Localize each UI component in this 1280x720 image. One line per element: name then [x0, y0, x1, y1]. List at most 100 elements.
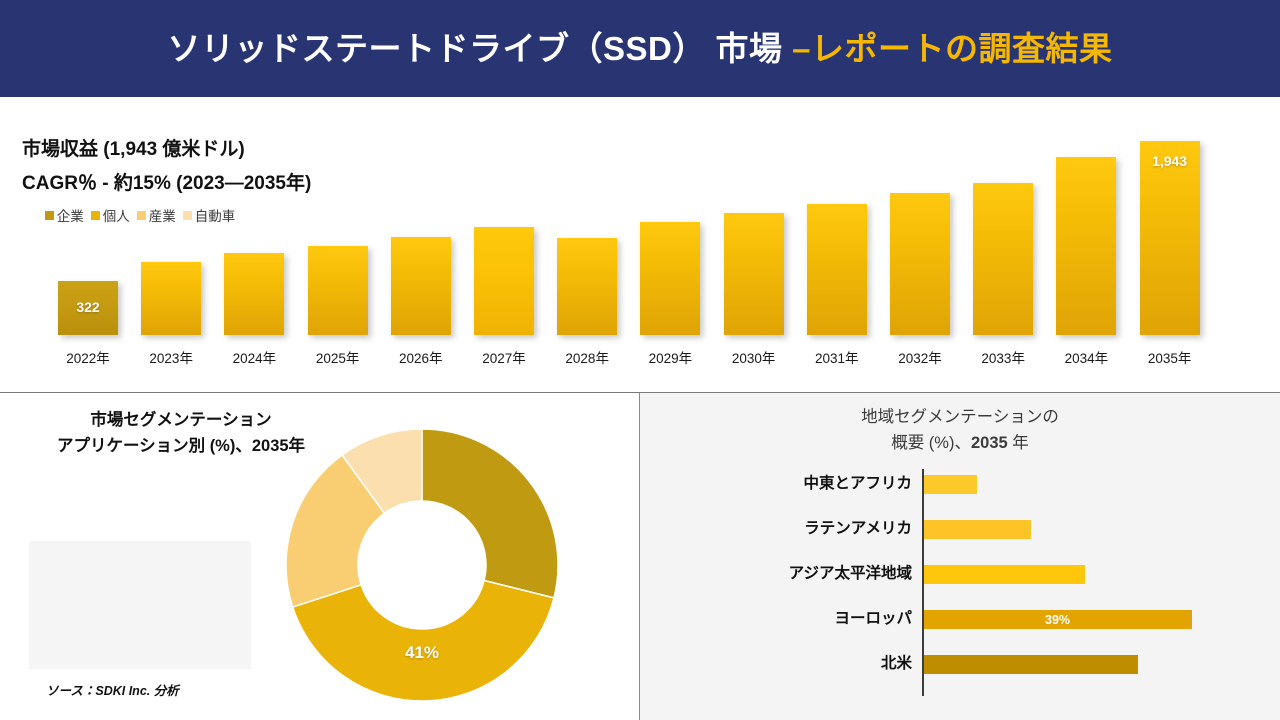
revenue-bar-axis-label: 2035年 — [1147, 351, 1192, 366]
region-bar-row: 中東とアフリカ — [640, 473, 1280, 518]
revenue-bar-axis-label: 2034年 — [1064, 351, 1109, 366]
legend-swatch-icon — [182, 210, 192, 220]
revenue-bar-column: 2032年 — [890, 193, 950, 366]
region-title-part-a: 概要 (%)、 — [891, 434, 971, 452]
revenue-bar-axis-label: 2027年 — [482, 351, 526, 366]
revenue-bar-column: 2033年 — [973, 183, 1034, 366]
revenue-bar-column: 2024年 — [224, 253, 285, 366]
revenue-bar-axis-label: 2030年 — [731, 351, 776, 366]
region-bar-value-label: 39% — [1045, 613, 1071, 627]
revenue-bar-column: 2028年 — [557, 238, 618, 366]
legend-swatch-icon — [44, 210, 54, 220]
revenue-caption: 市場収益 (1,943 億米ドル) CAGR％ - 約15% (2023―203… — [22, 133, 311, 201]
revenue-bar — [390, 237, 451, 335]
revenue-caption-line-1: 市場収益 (1,943 億米ドル) — [22, 139, 245, 160]
revenue-bar-column: 1,943 2035年 — [1139, 141, 1200, 366]
revenue-caption-line-2: CAGR％ - 約15% (2023―2035年) — [22, 173, 312, 194]
donut-legend-item: 個人 — [90, 205, 130, 225]
revenue-bar — [474, 227, 534, 335]
regional-segmentation-panel: 地域セグメンテーションの 概要 (%)、2035 年 中東とアフリカ ラテンアメリ… — [640, 393, 1280, 720]
revenue-bar-axis-label: 2024年 — [232, 351, 277, 366]
header-banner: ソリッドステートドライブ（SSD） 市場 –レポートの調査結果 — [0, 0, 1280, 97]
donut-legend-item: 産業 — [136, 205, 176, 225]
region-bar-label: 北米 — [880, 655, 912, 672]
revenue-bar — [640, 222, 701, 335]
revenue-bar-axis-label: 2026年 — [399, 351, 443, 366]
donut-slice — [291, 579, 555, 702]
region-bar — [924, 655, 1138, 674]
donut-slice — [421, 428, 559, 599]
revenue-bar-axis-label: 2028年 — [565, 351, 609, 366]
donut-title-line-1: 市場セグメンテーション — [90, 411, 272, 429]
horizontal-divider — [0, 392, 1280, 393]
region-title-line-2: 概要 (%)、2035 年 — [640, 430, 1280, 456]
page-title-main: ソリッドステートドライブ（SSD） 市場 — [167, 30, 793, 67]
legend-swatch-icon — [90, 210, 100, 220]
region-chart-title: 地域セグメンテーションの 概要 (%)、2035 年 — [640, 404, 1280, 456]
revenue-bar-axis-label: 2023年 — [149, 351, 193, 366]
donut-slice — [341, 428, 423, 515]
donut-legend-label: 個人 — [102, 209, 130, 224]
region-bar-label: ヨーロッパ — [834, 610, 912, 627]
donut-legend: 企業 個人 産業 自動車 — [29, 205, 251, 225]
region-bar — [924, 565, 1085, 584]
region-title-part-year: 2035 — [970, 434, 1008, 452]
revenue-bar — [973, 183, 1034, 335]
region-bar-row: ヨーロッパ 39% — [640, 608, 1280, 653]
revenue-bar-column: 2029年 — [640, 222, 701, 366]
revenue-bar: 1,943 — [1139, 141, 1200, 335]
page-title: ソリッドステートドライブ（SSD） 市場 –レポートの調査結果 — [167, 32, 1112, 65]
revenue-chart-section: 市場収益 (1,943 億米ドル) CAGR％ - 約15% (2023―203… — [0, 97, 1280, 392]
region-bar-row: ラテンアメリカ — [640, 518, 1280, 563]
region-bar: 39% — [924, 610, 1192, 629]
revenue-bar-column: 2031年 — [806, 204, 867, 366]
donut-legend-label: 自動車 — [194, 209, 236, 224]
revenue-bar — [224, 253, 285, 335]
donut-legend-item: 自動車 — [182, 205, 236, 225]
revenue-bar — [1056, 157, 1117, 335]
donut-legend-label: 産業 — [148, 209, 176, 224]
revenue-bar-value-label: 1,943 — [1152, 153, 1188, 169]
region-title-line-1: 地域セグメンテーションの — [861, 408, 1059, 426]
region-bar — [924, 475, 977, 494]
revenue-bar — [307, 246, 368, 335]
donut-slice — [285, 453, 386, 608]
region-title-part-c: 年 — [1007, 434, 1029, 452]
revenue-bar — [806, 204, 867, 335]
region-bar-label: 中東とアフリカ — [803, 475, 912, 492]
region-bar-label: ラテンアメリカ — [804, 520, 912, 537]
region-bar-label: アジア太平洋地域 — [788, 565, 912, 582]
donut-legend-item: 企業 — [44, 205, 84, 225]
revenue-bar-chart: 322 2022年 2023年 2024年 2025年 2026年 2027年 2028年 20… — [0, 97, 1280, 392]
donut-title-line-2: アプリケーション別 (%)、2035年 — [56, 437, 306, 455]
donut-chart-title: 市場セグメンテーション アプリケーション別 (%)、2035年 — [26, 407, 336, 459]
revenue-bar-axis-label: 2025年 — [315, 351, 360, 366]
donut-legend-label: 企業 — [56, 209, 84, 224]
revenue-bar-column: 2026年 — [390, 237, 451, 366]
revenue-bar — [141, 262, 202, 335]
revenue-bar-column: 2023年 — [141, 262, 202, 366]
source-note: ソース：SDKI Inc. 分析 — [46, 684, 179, 698]
revenue-bar-column: 2030年 — [723, 213, 784, 366]
revenue-bar — [557, 238, 618, 335]
vertical-divider — [639, 393, 640, 720]
revenue-bar-axis-label: 2022年 — [66, 351, 110, 366]
region-chart-axis — [922, 469, 924, 696]
revenue-bar-axis-label: 2031年 — [815, 351, 859, 366]
revenue-bar-axis-label: 2033年 — [981, 351, 1025, 366]
revenue-bar-column: 2027年 — [474, 227, 534, 366]
revenue-bar-value-label: 322 — [76, 299, 100, 315]
donut-slice-value-label: 41% — [404, 643, 440, 662]
revenue-bar — [723, 213, 784, 335]
revenue-bar-column: 2034年 — [1056, 157, 1117, 366]
region-bar-row: アジア太平洋地域 — [640, 563, 1280, 608]
revenue-bar-axis-label: 2032年 — [898, 351, 942, 366]
page-title-accent: –レポートの調査結果 — [792, 30, 1113, 67]
region-bar-row: 北米 — [640, 653, 1280, 698]
donut-legend-background — [29, 541, 251, 669]
revenue-bar: 322 — [58, 281, 118, 335]
revenue-bar-column: 2025年 — [307, 246, 368, 366]
donut-chart — [285, 428, 559, 702]
legend-swatch-icon — [136, 210, 146, 220]
